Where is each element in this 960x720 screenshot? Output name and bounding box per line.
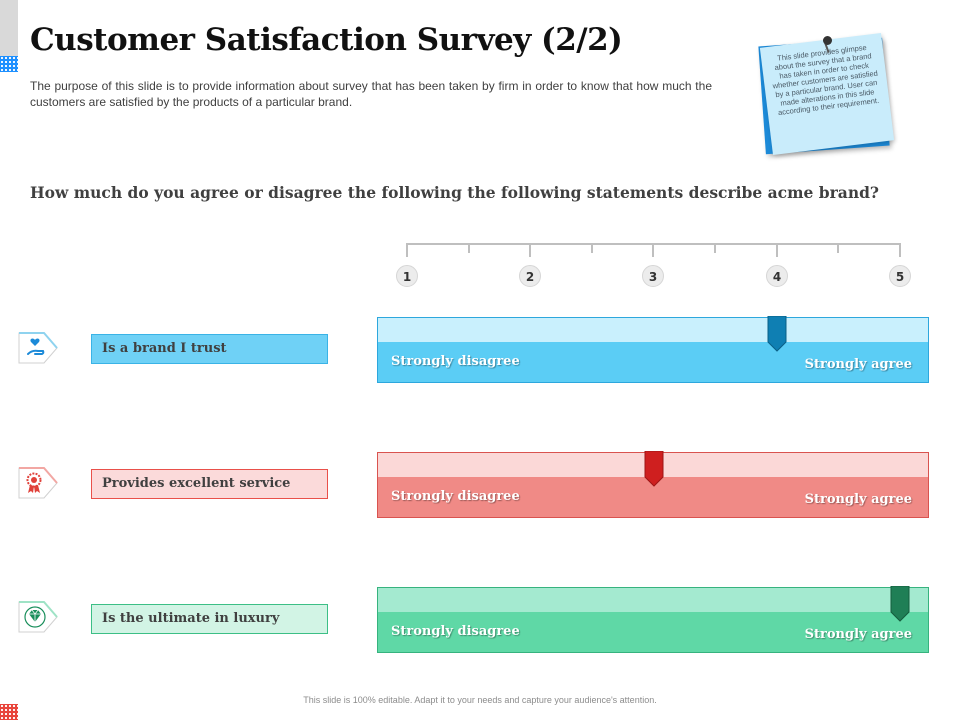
- scale-tick: [652, 243, 654, 257]
- rating-bar-track: [378, 588, 928, 612]
- edge-accent-blue: [0, 56, 18, 72]
- scale-label-2: 2: [519, 265, 541, 287]
- bar-right-text: Strongly agree: [804, 627, 912, 642]
- statement-label-trust: Is a brand I trust: [91, 334, 328, 364]
- bar-left-text: Strongly disagree: [391, 489, 520, 504]
- bar-right-text: Strongly agree: [804, 357, 912, 372]
- rating-marker[interactable]: [767, 316, 787, 352]
- rating-bar-fill: [378, 342, 928, 382]
- bar-left-text: Strongly disagree: [391, 354, 520, 369]
- scale-tick: [591, 243, 593, 253]
- scale-label-4: 4: [766, 265, 788, 287]
- bar-right-text: Strongly agree: [804, 492, 912, 507]
- survey-question: How much do you agree or disagree the fo…: [30, 183, 880, 202]
- scale-tick: [776, 243, 778, 257]
- page-description: The purpose of this slide is to provide …: [30, 79, 712, 109]
- edge-accent-red: [0, 704, 18, 720]
- scale-tick: [406, 243, 408, 257]
- award-ribbon-icon: [18, 467, 58, 499]
- diamond-icon: [18, 601, 58, 633]
- scale-tick: [529, 243, 531, 257]
- scale-label-1: 1: [396, 265, 418, 287]
- footer-note: This slide is 100% editable. Adapt it to…: [303, 695, 657, 705]
- rating-bar-luxury: Strongly disagree Strongly agree: [377, 586, 929, 653]
- scale-tick: [899, 243, 901, 257]
- rating-bar-track: [378, 318, 928, 342]
- scale-tick: [468, 243, 470, 253]
- bar-left-text: Strongly disagree: [391, 624, 520, 639]
- statement-label-service: Provides excellent service: [91, 469, 328, 499]
- sticky-note-text: This slide provides glimpse about the su…: [772, 42, 880, 118]
- rating-bar-service: Strongly disagree Strongly agree: [377, 451, 929, 518]
- scale-tick: [837, 243, 839, 253]
- rating-marker[interactable]: [890, 586, 910, 622]
- scale-label-5: 5: [889, 265, 911, 287]
- pushpin-icon: [823, 36, 832, 45]
- hand-heart-icon: [18, 332, 58, 364]
- scale-tick: [714, 243, 716, 253]
- rating-bar-fill: [378, 612, 928, 652]
- rating-bar-trust: Strongly disagree Strongly agree: [377, 316, 929, 383]
- statement-label-luxury: Is the ultimate in luxury: [91, 604, 328, 634]
- page-title: Customer Satisfaction Survey (2/2): [30, 22, 623, 58]
- rating-marker[interactable]: [644, 451, 664, 487]
- edge-accent-gray: [0, 0, 18, 56]
- scale-label-3: 3: [642, 265, 664, 287]
